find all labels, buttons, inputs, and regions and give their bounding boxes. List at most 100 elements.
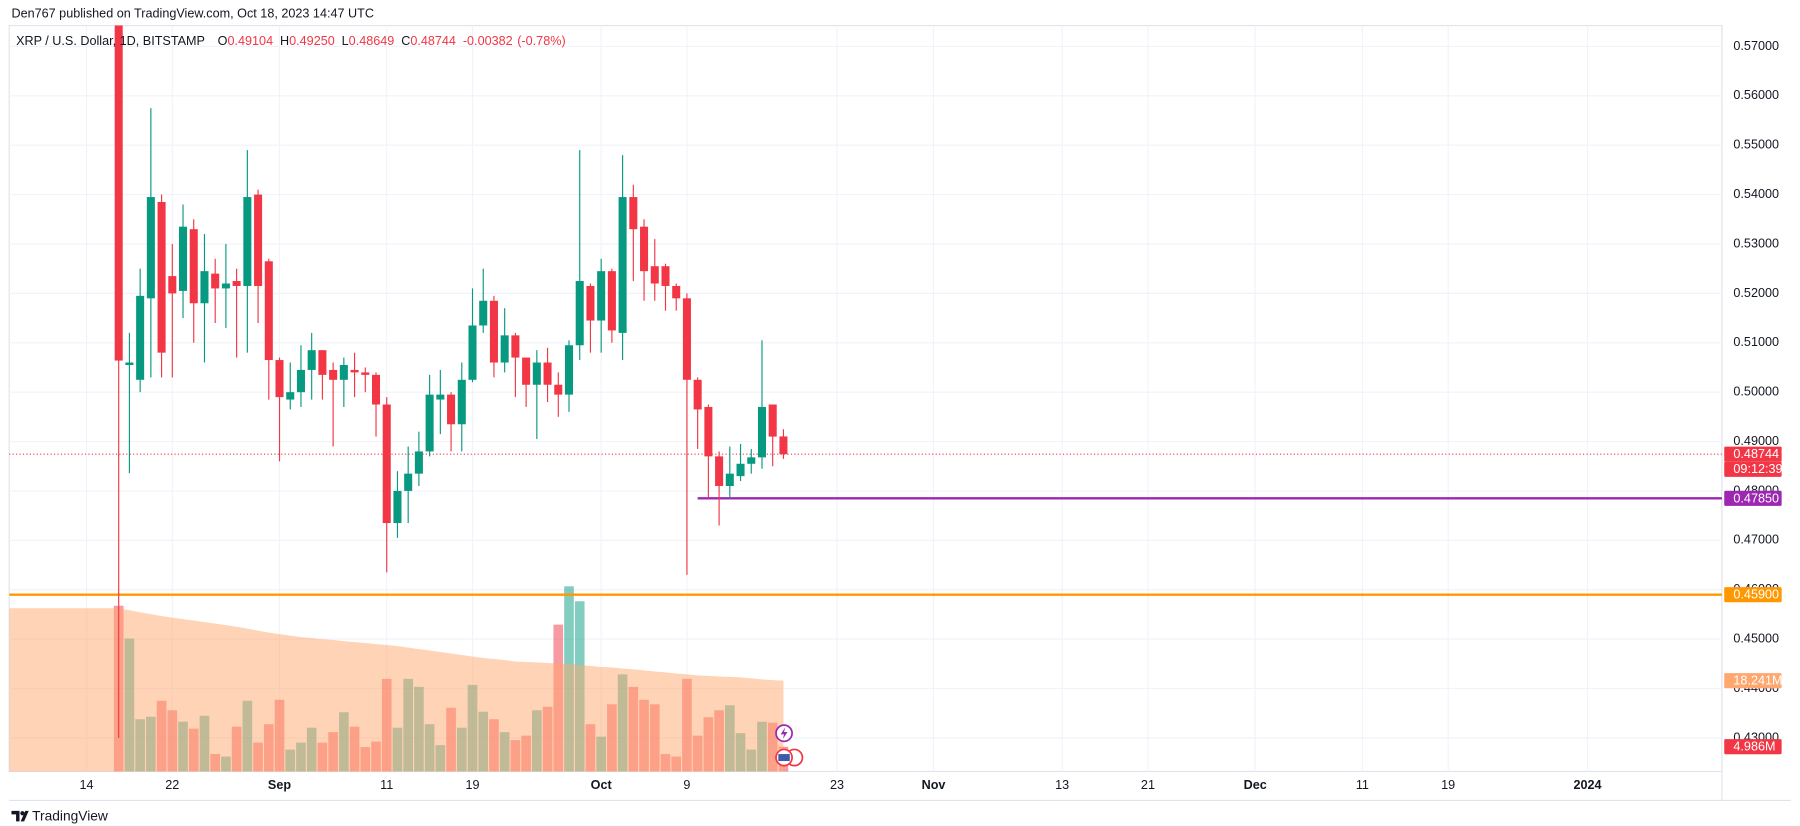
candle-body (393, 490, 402, 524)
candle-body (168, 276, 177, 294)
candle-body (661, 266, 670, 286)
legend-letter: O (218, 34, 228, 48)
candle-body (136, 295, 145, 380)
candle-body (307, 350, 316, 370)
candle-body (757, 406, 767, 458)
legend-value: 0.49250 (289, 34, 335, 48)
candle-body (715, 456, 724, 486)
candle-body (211, 273, 220, 289)
candle-body (682, 298, 691, 380)
candle-body (768, 404, 777, 437)
last-price-label: 0.48744 (1733, 447, 1779, 461)
candle-body (704, 406, 713, 457)
candle-body (457, 379, 466, 425)
level-label-box (1724, 587, 1782, 603)
volume-ma-lead (9, 608, 119, 772)
candle-body (693, 379, 702, 410)
level-label: 0.45900 (1733, 588, 1779, 602)
grid: 0.430000.440000.450000.460000.470000.480… (9, 25, 1779, 792)
candle-body (554, 384, 563, 395)
candle-body (672, 285, 681, 299)
legend-value: 0.49104 (227, 34, 273, 48)
x-tick-label: 19 (1441, 778, 1455, 792)
y-tick-label: 0.57000 (1733, 39, 1779, 53)
last-price-label-box (1724, 446, 1782, 462)
y-tick-label: 0.49000 (1733, 434, 1779, 448)
candle-body (221, 283, 230, 289)
candle-body (522, 357, 531, 385)
candle-body (597, 271, 606, 321)
x-tick-label: 11 (1356, 778, 1369, 792)
candle-body (747, 457, 756, 464)
y-tick-label: 0.54000 (1733, 187, 1779, 201)
candle-body (543, 362, 552, 385)
legend: XRP / U.S. Dollar, 1D, BITSTAMP O0.49104… (16, 34, 566, 48)
legend-value: 0.48744 (410, 34, 456, 48)
y-tick-label: 0.50000 (1733, 384, 1779, 398)
candle-body (361, 372, 370, 375)
candle-body (725, 473, 734, 486)
candle-body (125, 362, 134, 365)
brand-logo (11, 810, 29, 822)
candle-body (254, 194, 263, 286)
y-tick-label: 0.55000 (1733, 138, 1779, 152)
candle-body (500, 335, 509, 363)
x-tick-label: Oct (591, 778, 613, 792)
candle-body (575, 281, 584, 346)
symbol: XRP / U.S. Dollar, 1D, BITSTAMP (16, 34, 205, 48)
legend-value: 0.48649 (349, 34, 395, 48)
x-tick-label: Dec (1244, 778, 1267, 792)
candle-body (318, 350, 327, 375)
candle-body (114, 25, 123, 361)
legend-change: -0.00382 (463, 34, 513, 48)
candle-body (243, 197, 252, 286)
y-tick-label: 0.47000 (1733, 533, 1779, 547)
candle-body (286, 392, 295, 400)
candle-body (371, 374, 381, 405)
candle-body (532, 362, 541, 385)
volume-ma-area (118, 608, 784, 772)
candle-body (436, 394, 445, 400)
candle-body (329, 369, 338, 380)
countdown-label-box (1724, 461, 1782, 477)
candle-body (339, 364, 348, 380)
legend-change-percent: (-0.78%) (517, 34, 565, 48)
candle-body (146, 197, 155, 299)
candle-body (296, 369, 305, 393)
x-tick-label: 22 (165, 778, 179, 792)
candle-body (275, 360, 284, 398)
candles (9, 25, 1722, 738)
x-tick-label: 14 (80, 778, 94, 792)
candle-body (350, 369, 359, 373)
candle-body (404, 473, 413, 491)
candle-body (607, 271, 616, 331)
event-icons (775, 724, 804, 767)
y-tick-label: 0.51000 (1733, 335, 1779, 349)
candle-body (425, 394, 434, 452)
candle-body (629, 197, 638, 230)
x-tick-label: 23 (830, 778, 844, 792)
legend-letter: L (342, 34, 349, 48)
candle-body (511, 335, 520, 358)
candle-body (779, 436, 788, 455)
candle-body (447, 394, 456, 425)
candle-body (232, 281, 241, 286)
candle-body (489, 300, 498, 363)
x-tick-label: 21 (1141, 778, 1155, 792)
candle-body (736, 463, 745, 477)
countdown-label: 09:12:39 (1733, 462, 1782, 476)
candle-body (468, 325, 477, 380)
volume-label-box (1724, 739, 1782, 755)
candle-body (564, 345, 574, 395)
volume-ma-label: 18.241M (1733, 674, 1782, 688)
legend-letter: H (280, 34, 289, 48)
volume-ma-label-box (1724, 673, 1782, 689)
x-tick-label: Nov (922, 778, 946, 792)
y-tick-label: 0.45000 (1733, 631, 1779, 645)
brand: TradingView (32, 807, 109, 823)
x-tick-label: 9 (683, 778, 690, 792)
volume-pane (9, 586, 789, 772)
candle-body (618, 197, 627, 333)
